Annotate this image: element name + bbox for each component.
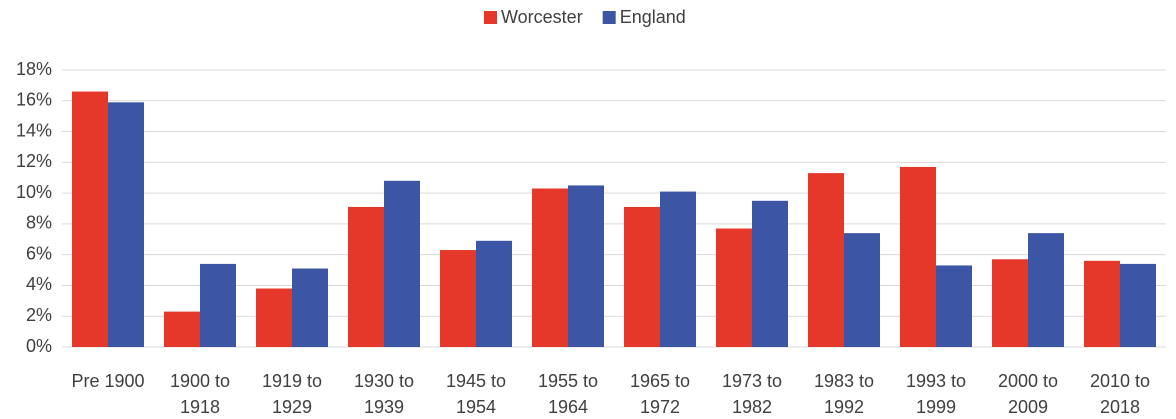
x-tick-label: 1930 to 1939: [354, 371, 414, 417]
legend-swatch: [484, 11, 497, 24]
bar: [716, 228, 752, 347]
x-tick-label: 1955 to 1964: [538, 371, 598, 417]
y-tick-label: 18%: [16, 59, 52, 79]
legend-label: England: [620, 7, 686, 27]
x-tick-label: 1973 to 1982: [722, 371, 782, 417]
bar: [164, 311, 200, 347]
bar: [992, 259, 1028, 347]
bar: [532, 188, 568, 347]
y-tick-label: 4%: [26, 274, 52, 294]
bar: [440, 250, 476, 347]
y-tick-label: 2%: [26, 305, 52, 325]
bar: [624, 206, 660, 347]
x-tick-label: 1945 to 1954: [446, 371, 506, 417]
bar: [384, 180, 420, 347]
x-tick-label: 1965 to 1972: [630, 371, 690, 417]
bar: [256, 288, 292, 347]
legend-swatch: [602, 11, 616, 24]
bar: [752, 200, 788, 347]
x-tick-label: 1919 to 1929: [262, 371, 322, 417]
bar: [200, 263, 236, 347]
y-tick-label: 6%: [26, 243, 52, 263]
x-tick-label: 1983 to 1992: [814, 371, 874, 417]
bar: [292, 268, 328, 347]
bar: [808, 173, 844, 347]
x-tick-label: 2010 to 2018: [1090, 371, 1150, 417]
bar: [1084, 260, 1120, 347]
x-tick-label: 2000 to 2009: [998, 371, 1058, 417]
bar: [72, 91, 108, 348]
y-tick-label: 8%: [26, 213, 52, 233]
bar: [568, 185, 604, 347]
x-tick-label: 1993 to 1999: [906, 371, 966, 417]
bar: [108, 102, 144, 347]
y-tick-label: 10%: [16, 182, 52, 202]
bar: [1120, 263, 1156, 347]
bar: [1028, 233, 1064, 347]
x-tick-label: Pre 1900: [71, 371, 144, 391]
y-tick-label: 14%: [16, 120, 52, 140]
y-tick-label: 0%: [26, 336, 52, 356]
bar: [844, 233, 880, 347]
y-tick-label: 12%: [16, 151, 52, 171]
bar: [936, 265, 972, 347]
bar: [900, 166, 936, 347]
bar: [348, 206, 384, 347]
legend-label: Worcester: [501, 7, 583, 27]
x-tick-label: 1900 to 1918: [170, 371, 230, 417]
bar: [476, 240, 512, 347]
bar: [660, 191, 696, 347]
y-tick-label: 16%: [16, 90, 52, 110]
